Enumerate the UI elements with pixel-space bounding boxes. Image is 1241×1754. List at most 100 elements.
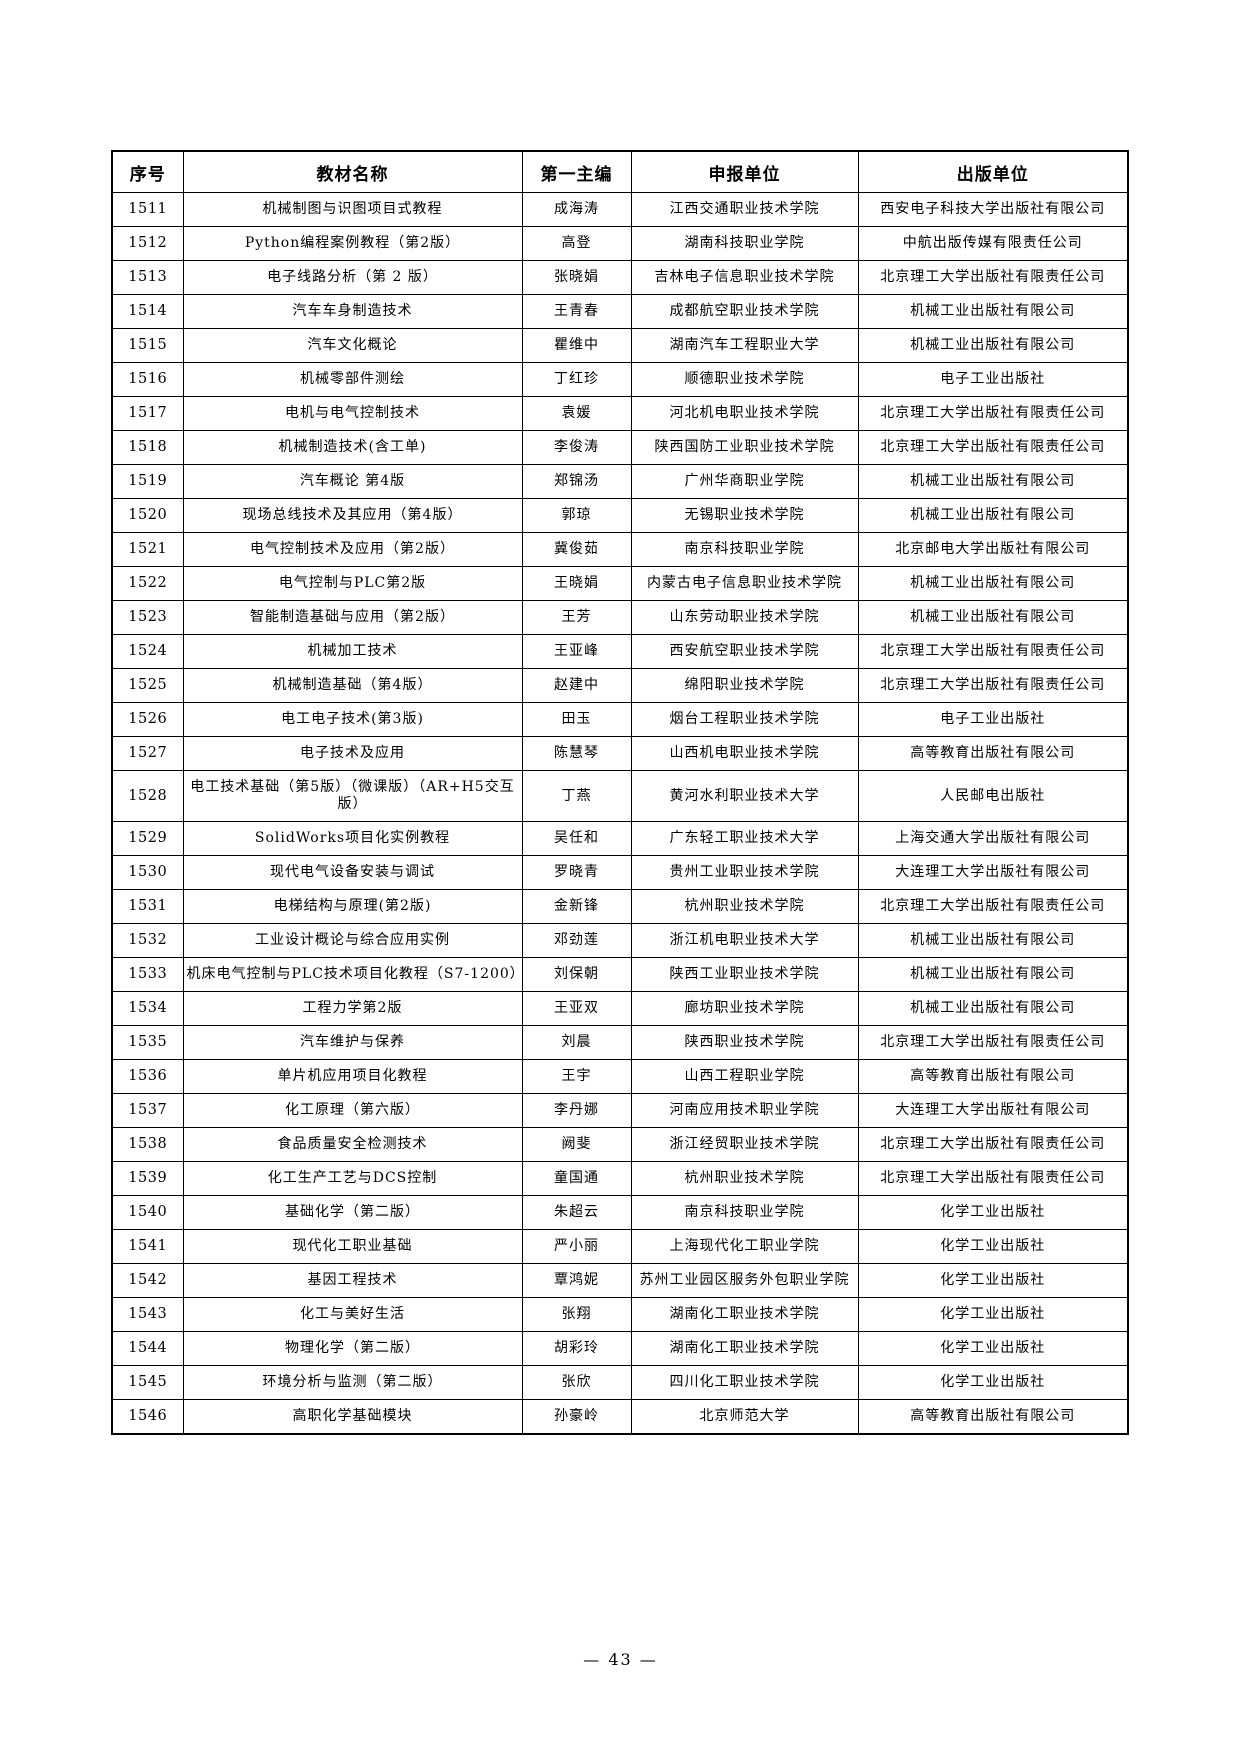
serial-cell: 1530 [111, 855, 184, 890]
serial-cell: 1511 [111, 192, 184, 227]
publisher-cell: 机械工业出版社有限公司 [857, 464, 1129, 499]
title-cell: SolidWorks项目化实例教程 [182, 821, 523, 856]
title-cell: 机械制造技术(含工单) [182, 430, 523, 465]
serial-cell: 1513 [111, 260, 184, 295]
applicant-cell: 广东轻工职业技术大学 [630, 821, 859, 856]
serial-cell: 1537 [111, 1093, 184, 1128]
title-cell: 物理化学（第二版） [182, 1331, 523, 1366]
applicant-cell: 江西交通职业技术学院 [630, 192, 859, 227]
editor-cell: 张翔 [521, 1297, 632, 1332]
title-cell: Python编程案例教程（第2版） [182, 226, 523, 261]
serial-cell: 1517 [111, 396, 184, 431]
editor-cell: 王晓娟 [521, 566, 632, 601]
applicant-cell: 山东劳动职业技术学院 [630, 600, 859, 635]
editor-cell: 童国通 [521, 1161, 632, 1196]
serial-cell: 1531 [111, 889, 184, 924]
title-cell: 电子线路分析（第 2 版） [182, 260, 523, 295]
title-cell: 高职化学基础模块 [182, 1399, 523, 1435]
applicant-cell: 顺德职业技术学院 [630, 362, 859, 397]
table-row: 1531 电梯结构与原理(第2版) 金新锋 杭州职业技术学院 北京理工大学出版社… [111, 889, 1129, 924]
applicant-cell: 杭州职业技术学院 [630, 1161, 859, 1196]
serial-cell: 1527 [111, 736, 184, 771]
table-row: 1546 高职化学基础模块 孙豪岭 北京师范大学 高等教育出版社有限公司 [111, 1399, 1129, 1435]
title-cell: 机械零部件测绘 [182, 362, 523, 397]
editor-cell: 王亚峰 [521, 634, 632, 669]
publisher-cell: 北京理工大学出版社有限责任公司 [857, 889, 1129, 924]
title-cell: 单片机应用项目化教程 [182, 1059, 523, 1094]
serial-cell: 1521 [111, 532, 184, 567]
editor-cell: 胡彩玲 [521, 1331, 632, 1366]
applicant-cell: 湖南科技职业学院 [630, 226, 859, 261]
table-row: 1543 化工与美好生活 张翔 湖南化工职业技术学院 化学工业出版社 [111, 1297, 1129, 1332]
table-row: 1528 电工技术基础（第5版）（微课版）（AR+H5交互版） 丁燕 黄河水利职… [111, 770, 1129, 822]
publisher-cell: 人民邮电出版社 [857, 770, 1129, 822]
title-cell: 汽车维护与保养 [182, 1025, 523, 1060]
serial-cell: 1524 [111, 634, 184, 669]
applicant-cell: 湖南化工职业技术学院 [630, 1331, 859, 1366]
publisher-cell: 高等教育出版社有限公司 [857, 736, 1129, 771]
publisher-cell: 机械工业出版社有限公司 [857, 957, 1129, 992]
table-header: 序号 教材名称 第一主编 申报单位 出版单位 [111, 150, 1129, 193]
applicant-cell: 湖南汽车工程职业大学 [630, 328, 859, 363]
applicant-cell: 浙江经贸职业技术学院 [630, 1127, 859, 1162]
serial-cell: 1538 [111, 1127, 184, 1162]
serial-cell: 1532 [111, 923, 184, 958]
table-row: 1513 电子线路分析（第 2 版） 张晓娟 吉林电子信息职业技术学院 北京理工… [111, 260, 1129, 295]
table-row: 1535 汽车维护与保养 刘晨 陕西职业技术学院 北京理工大学出版社有限责任公司 [111, 1025, 1129, 1060]
applicant-cell: 山西工程职业学院 [630, 1059, 859, 1094]
applicant-cell: 陕西职业技术学院 [630, 1025, 859, 1060]
header-publisher: 出版单位 [857, 150, 1129, 193]
title-cell: 机械制图与识图项目式教程 [182, 192, 523, 227]
applicant-cell: 无锡职业技术学院 [630, 498, 859, 533]
table-row: 1526 电工电子技术(第3版) 田玉 烟台工程职业技术学院 电子工业出版社 [111, 702, 1129, 737]
publisher-cell: 北京理工大学出版社有限责任公司 [857, 634, 1129, 669]
applicant-cell: 黄河水利职业技术大学 [630, 770, 859, 822]
editor-cell: 陈慧琴 [521, 736, 632, 771]
editor-cell: 赵建中 [521, 668, 632, 703]
publisher-cell: 机械工业出版社有限公司 [857, 600, 1129, 635]
table-row: 1530 现代电气设备安装与调试 罗晓青 贵州工业职业技术学院 大连理工大学出版… [111, 855, 1129, 890]
serial-cell: 1523 [111, 600, 184, 635]
serial-cell: 1536 [111, 1059, 184, 1094]
header-serial: 序号 [111, 150, 184, 193]
table-row: 1545 环境分析与监测（第二版） 张欣 四川化工职业技术学院 化学工业出版社 [111, 1365, 1129, 1400]
table-row: 1537 化工原理（第六版） 李丹娜 河南应用技术职业学院 大连理工大学出版社有… [111, 1093, 1129, 1128]
applicant-cell: 陕西工业职业技术学院 [630, 957, 859, 992]
publisher-cell: 机械工业出版社有限公司 [857, 498, 1129, 533]
applicant-cell: 河南应用技术职业学院 [630, 1093, 859, 1128]
publisher-cell: 北京理工大学出版社有限责任公司 [857, 396, 1129, 431]
editor-cell: 高登 [521, 226, 632, 261]
table-row: 1523 智能制造基础与应用（第2版） 王芳 山东劳动职业技术学院 机械工业出版… [111, 600, 1129, 635]
editor-cell: 邓劲莲 [521, 923, 632, 958]
publisher-cell: 北京邮电大学出版社有限公司 [857, 532, 1129, 567]
applicant-cell: 河北机电职业技术学院 [630, 396, 859, 431]
publisher-cell: 大连理工大学出版社有限公司 [857, 855, 1129, 890]
publisher-cell: 西安电子科技大学出版社有限公司 [857, 192, 1129, 227]
title-cell: 汽车文化概论 [182, 328, 523, 363]
serial-cell: 1535 [111, 1025, 184, 1060]
applicant-cell: 绵阳职业技术学院 [630, 668, 859, 703]
applicant-cell: 成都航空职业技术学院 [630, 294, 859, 329]
title-cell: 电梯结构与原理(第2版) [182, 889, 523, 924]
title-cell: 电气控制与PLC第2版 [182, 566, 523, 601]
title-cell: 环境分析与监测（第二版） [182, 1365, 523, 1400]
title-cell: 电机与电气控制技术 [182, 396, 523, 431]
publisher-cell: 化学工业出版社 [857, 1263, 1129, 1298]
applicant-cell: 廊坊职业技术学院 [630, 991, 859, 1026]
publisher-cell: 化学工业出版社 [857, 1365, 1129, 1400]
applicant-cell: 湖南化工职业技术学院 [630, 1297, 859, 1332]
publisher-cell: 化学工业出版社 [857, 1229, 1129, 1264]
applicant-cell: 广州华商职业学院 [630, 464, 859, 499]
editor-cell: 王亚双 [521, 991, 632, 1026]
textbook-table: 序号 教材名称 第一主编 申报单位 出版单位 1511 机械制图与识图项目式教程… [111, 150, 1129, 1435]
applicant-cell: 杭州职业技术学院 [630, 889, 859, 924]
editor-cell: 袁媛 [521, 396, 632, 431]
table-row: 1529 SolidWorks项目化实例教程 吴任和 广东轻工职业技术大学 上海… [111, 821, 1129, 856]
title-cell: 化工生产工艺与DCS控制 [182, 1161, 523, 1196]
table-row: 1538 食品质量安全检测技术 阙斐 浙江经贸职业技术学院 北京理工大学出版社有… [111, 1127, 1129, 1162]
publisher-cell: 北京理工大学出版社有限责任公司 [857, 260, 1129, 295]
editor-cell: 孙豪岭 [521, 1399, 632, 1435]
publisher-cell: 化学工业出版社 [857, 1331, 1129, 1366]
serial-cell: 1522 [111, 566, 184, 601]
table-row: 1514 汽车车身制造技术 王青春 成都航空职业技术学院 机械工业出版社有限公司 [111, 294, 1129, 329]
